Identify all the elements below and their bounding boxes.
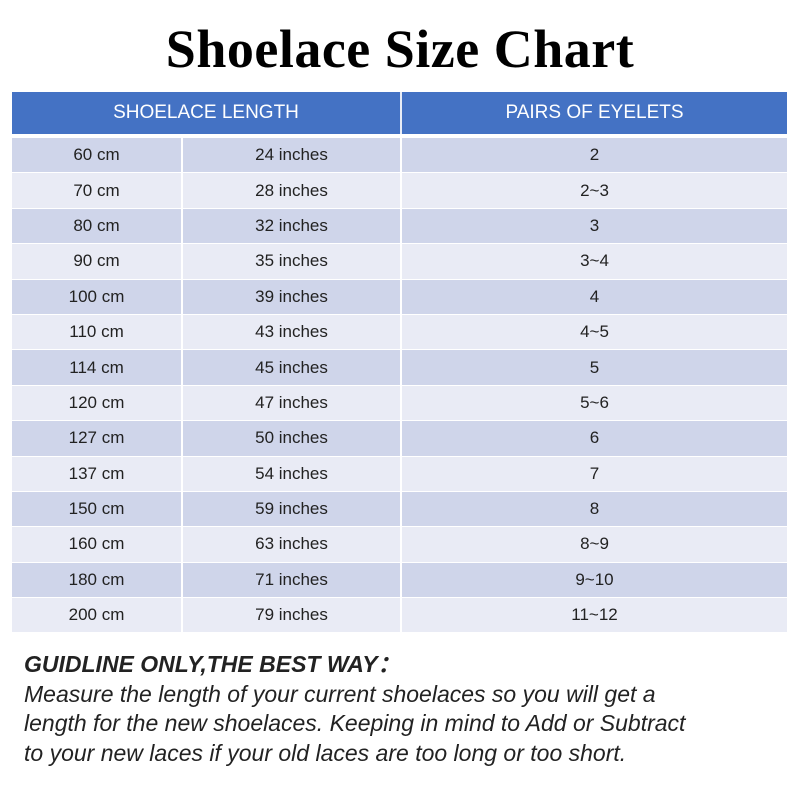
- page-title: Shoelace Size Chart: [165, 19, 635, 79]
- cell-inches: 28 inches: [183, 173, 402, 208]
- cell-cm: 150 cm: [12, 491, 183, 527]
- cell-inches: 24 inches: [183, 138, 402, 173]
- cell-inches: 39 inches: [183, 279, 402, 314]
- cell-inches: 35 inches: [183, 244, 402, 279]
- table-row: 180 cm 71 inches 9~10: [12, 562, 787, 599]
- cell-inches: 63 inches: [183, 527, 402, 562]
- cell-eyelets: 3~4: [580, 251, 609, 271]
- cell-eyelets: 2: [589, 145, 600, 165]
- cell-cm: 80 cm: [12, 208, 183, 244]
- table-row: 80 cm 32 inches 3: [12, 208, 787, 245]
- cell-inches: 43 inches: [183, 314, 402, 350]
- table-row: 70 cm 28 inches 2~3: [12, 173, 787, 209]
- table-body: 60 cm 24 inches 2 70 cm 28 inches 2~3 80 cm 32 …: [12, 138, 787, 634]
- cell-inches: 54 inches: [183, 456, 402, 491]
- cell-inches: 45 inches: [183, 350, 402, 385]
- cell-eyelets: 4~5: [580, 322, 609, 342]
- table-row: 200 cm 79 inches 11~12: [12, 598, 787, 634]
- cell-eyelets: 5~6: [580, 392, 609, 412]
- cell-cm: 60 cm: [12, 138, 183, 173]
- cell-eyelets: 8: [589, 499, 600, 519]
- cell-eyelets: 6: [589, 428, 600, 448]
- cell-cm: 70 cm: [12, 173, 183, 208]
- table-row: 110 cm 43 inches 4~5: [12, 314, 787, 351]
- table-row: 160 cm 63 inches 8~9: [12, 527, 787, 563]
- guideline-line: Measure the length of your current shoel…: [24, 680, 656, 707]
- header-shoelace-length: SHOELACE LENGTH: [12, 92, 402, 134]
- guideline-line: to your new laces if your old laces are …: [24, 739, 627, 766]
- table-row: 137 cm 54 inches 7: [12, 456, 787, 492]
- table-row: 150 cm 59 inches 8: [12, 491, 787, 528]
- table-row: 100 cm 39 inches 4: [12, 279, 787, 315]
- guideline-line: length for the new shoelaces. Keeping in…: [24, 710, 686, 736]
- cell-inches: 71 inches: [183, 562, 402, 598]
- table-row: 90 cm 35 inches 3~4: [12, 244, 787, 280]
- cell-eyelets: 3: [589, 215, 600, 235]
- cell-inches: 50 inches: [183, 421, 402, 456]
- cell-cm: 160 cm: [12, 527, 183, 562]
- guideline-note: GUIDLINE ONLY,THE BEST WAY： Measure the …: [24, 650, 794, 768]
- cell-cm: 90 cm: [12, 244, 183, 279]
- cell-eyelets: 7: [589, 463, 600, 483]
- table-row: 60 cm 24 inches 2: [12, 138, 787, 174]
- cell-eyelets: 11~12: [571, 605, 618, 625]
- cell-inches: 59 inches: [183, 491, 402, 527]
- cell-cm: 127 cm: [12, 421, 183, 456]
- cell-inches: 32 inches: [183, 208, 402, 244]
- cell-eyelets: 5: [589, 357, 600, 377]
- cell-eyelets: 4: [589, 286, 600, 306]
- table-row: 127 cm 50 inches 6: [12, 421, 787, 457]
- cell-cm: 200 cm: [12, 598, 183, 633]
- table-header: SHOELACE LENGTH PAIRS OF EYELETS: [12, 92, 787, 134]
- cell-cm: 180 cm: [12, 562, 183, 598]
- cell-eyelets: 8~9: [580, 534, 609, 554]
- cell-inches: 47 inches: [183, 385, 402, 421]
- cell-cm: 120 cm: [12, 385, 183, 421]
- size-table: SHOELACE LENGTH PAIRS OF EYELETS 60 cm 24…: [12, 92, 787, 634]
- cell-cm: 110 cm: [12, 314, 183, 350]
- cell-cm: 100 cm: [12, 279, 183, 314]
- guideline-heading: GUIDLINE ONLY,THE BEST WAY：: [24, 651, 401, 677]
- cell-eyelets: 2~3: [580, 180, 609, 200]
- cell-cm: 114 cm: [12, 350, 183, 385]
- header-pairs-of-eyelets: PAIRS OF EYELETS: [505, 102, 684, 123]
- table-row: 114 cm 45 inches 5: [12, 350, 787, 386]
- cell-inches: 79 inches: [183, 598, 402, 633]
- cell-cm: 137 cm: [12, 456, 183, 491]
- cell-eyelets: 9~10: [575, 569, 614, 589]
- table-row: 120 cm 47 inches 5~6: [12, 385, 787, 422]
